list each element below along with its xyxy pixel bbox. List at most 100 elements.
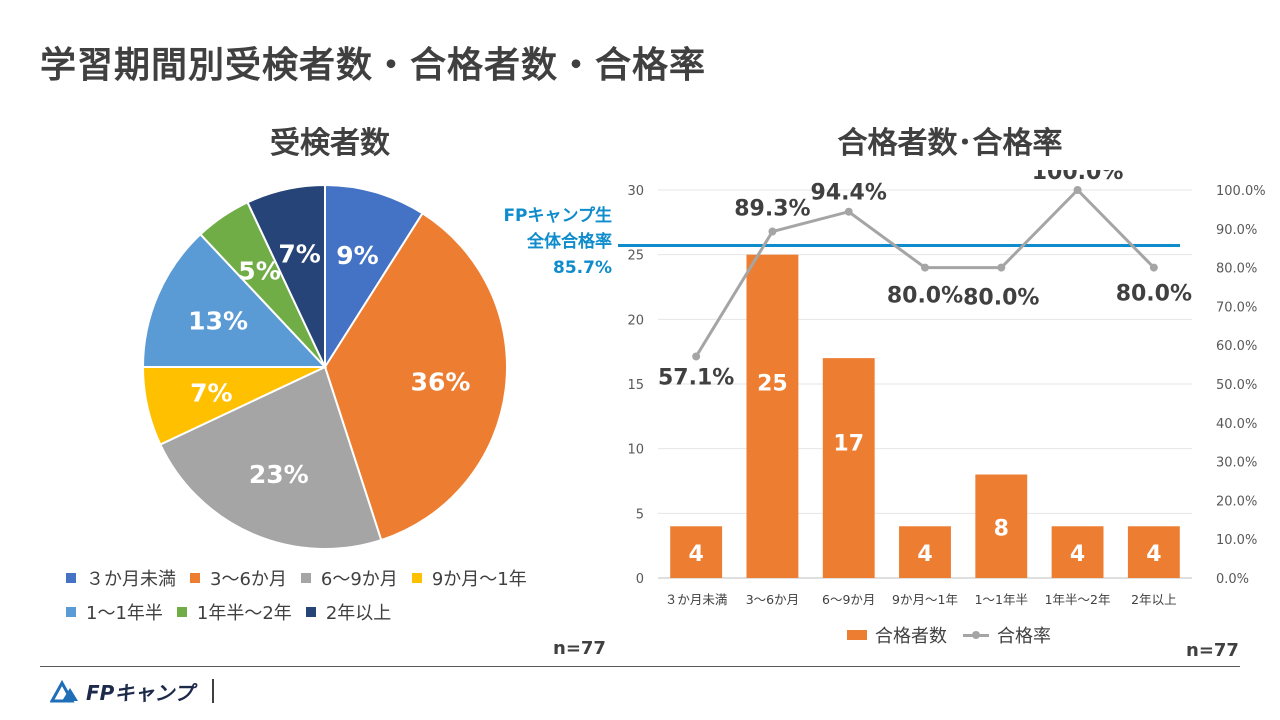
x-tick-label: 6～9か月: [822, 592, 875, 607]
legend-passers-label: 合格者数: [875, 626, 947, 647]
y-left-tick-label: 10: [627, 443, 644, 458]
legend-line-swatch: [963, 630, 989, 639]
pass-rate-point: [768, 227, 777, 236]
combo-sample-size: n=77: [1186, 640, 1239, 661]
y-left-tick-label: 15: [627, 378, 644, 393]
bar: [822, 358, 875, 578]
pie-legend-label: 6～9か月: [320, 569, 398, 590]
overall-line2: 全体合格率: [527, 232, 612, 252]
y-right-tick-label: 60.0%: [1216, 339, 1257, 354]
pie-legend-label: 9か月～1年: [431, 569, 527, 590]
x-tick-label: 3～6か月: [746, 592, 799, 607]
pie-slice: [246, 183, 326, 368]
bar-data-label: 4: [688, 542, 703, 567]
pie-legend: ３か月未満 3～6か月 6～9か月 9か月～1年 1～1年半 1年半～2年 2年以上: [66, 564, 541, 632]
pass-rate-data-label: 57.1%: [658, 365, 734, 390]
bar-data-label: 4: [1070, 542, 1085, 567]
legend-swatch: [190, 573, 200, 583]
brand-logo: FPキャンプ: [50, 676, 214, 706]
pie-chart: 9%36%23%7%13%5%7%: [141, 183, 508, 550]
pass-rate-data-label: 100.0%: [1032, 170, 1124, 185]
combo-chart: 0 5 10 15 20 25 30 0.0% 10.0% 20.0% 30.0% 40.0% 50.0…: [618, 170, 1266, 607]
x-tick-label: 1～1年半: [975, 592, 1028, 607]
x-tick-label: 1年半～2年: [1045, 592, 1111, 607]
pie-legend-item: 9か月～1年: [411, 565, 527, 591]
x-tick-label: ３か月未満: [665, 592, 728, 607]
legend-pass-rate: 合格率: [963, 622, 1051, 648]
footer-divider: [40, 666, 1240, 667]
y-left-tick-label: 5: [636, 507, 644, 522]
logo-divider: [211, 679, 214, 703]
pie-data-label: 7%: [190, 378, 232, 407]
bar-data-label: 4: [1146, 542, 1161, 567]
bar: [899, 526, 951, 578]
legend-swatch: [176, 607, 187, 617]
overall-line1: FPキャンプ生: [503, 206, 612, 226]
y-right-tick-label: 50.0%: [1216, 378, 1257, 393]
logo-text: FPキャンプ: [86, 680, 194, 705]
y-right-tick-label: 80.0%: [1216, 262, 1257, 277]
bar-data-label: 17: [833, 431, 864, 456]
pass-rate-point: [997, 263, 1006, 272]
legend-passers: 合格者数: [847, 622, 947, 648]
y-right-tick-label: 90.0%: [1216, 223, 1257, 238]
bar: [670, 526, 723, 578]
pie-sample-size: n=77: [553, 638, 606, 659]
bar: [746, 254, 799, 578]
x-tick-label: 2年以上: [1131, 592, 1176, 607]
bar: [1127, 526, 1180, 578]
pie-data-label: 9%: [336, 241, 378, 270]
pie-data-label: 5%: [238, 257, 280, 286]
pie-chart-title: 受検者数: [270, 126, 390, 161]
combo-legend: 合格者数 合格率: [847, 622, 1067, 648]
pass-rate-data-label: 94.4%: [811, 181, 887, 206]
bar-data-label: 4: [917, 542, 932, 567]
pie-legend-row: ３か月未満 3～6か月 6～9か月 9か月～1年: [66, 564, 541, 592]
legend-swatch: [66, 607, 76, 617]
pie-legend-item: 3～6か月: [190, 565, 287, 591]
pie-legend-item: ３か月未満: [66, 565, 176, 591]
pass-rate-point: [1073, 186, 1082, 194]
pie-slice: [141, 232, 328, 368]
pass-rate-data-label: 80.0%: [887, 284, 963, 309]
pie-data-label: 7%: [278, 239, 320, 268]
pie-legend-row: 1～1年半 1年半～2年 2年以上: [66, 598, 541, 626]
pie-legend-label: 1～1年半: [86, 603, 163, 624]
pie-legend-item: 2年以上: [305, 599, 392, 625]
pie-legend-label: 1年半～2年: [196, 603, 292, 624]
mountain-logo-icon: [50, 679, 78, 703]
pie-slice: [323, 211, 508, 542]
legend-swatch: [411, 573, 422, 583]
pass-rate-point: [844, 207, 853, 216]
y-right-tick-label: 30.0%: [1216, 456, 1257, 471]
pass-rate-data-label: 80.0%: [1116, 282, 1192, 307]
pie-legend-item: 1年半～2年: [176, 599, 292, 625]
pie-data-label: 36%: [411, 368, 471, 397]
legend-swatch: [305, 607, 316, 617]
bar: [975, 474, 1028, 578]
pie-legend-item: 1～1年半: [66, 599, 163, 625]
y-left-tick-label: 30: [627, 184, 644, 199]
pie-legend-label: ３か月未満: [86, 569, 176, 590]
legend-swatch: [300, 573, 311, 583]
bar: [1051, 526, 1104, 578]
y-left-tick-label: 20: [627, 313, 644, 328]
pie-slice: [158, 365, 383, 550]
pass-rate-point: [1149, 263, 1158, 272]
legend-pass-rate-label: 合格率: [997, 626, 1051, 647]
y-right-tick-label: 10.0%: [1216, 533, 1257, 548]
legend-swatch: [66, 573, 76, 583]
y-right-tick-label: 40.0%: [1216, 417, 1257, 432]
pie-data-label: 23%: [249, 460, 309, 489]
pass-rate-data-label: 89.3%: [734, 197, 810, 222]
pie-legend-item: 6～9か月: [300, 565, 398, 591]
pass-rate-point: [692, 352, 701, 361]
y-right-tick-label: 0.0%: [1216, 572, 1249, 587]
pie-legend-label: 2年以上: [325, 603, 392, 624]
pass-rate-data-label: 80.0%: [963, 286, 1039, 311]
y-right-tick-label: 100.0%: [1216, 184, 1266, 199]
y-left-tick-label: 0: [636, 572, 644, 587]
y-right-tick-label: 70.0%: [1216, 300, 1257, 315]
page-title: 学習期間別受検者数・合格者数・合格率: [40, 45, 707, 86]
pass-rate-point: [921, 263, 929, 272]
